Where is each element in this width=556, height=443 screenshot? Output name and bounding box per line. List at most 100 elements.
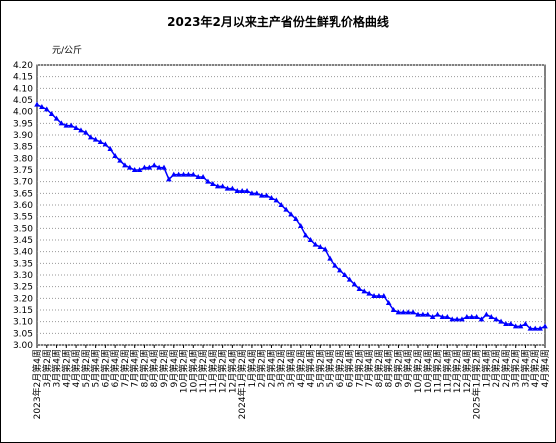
x-tick-label: 10月第4周 bbox=[422, 349, 434, 393]
x-tick-label: 5月第4周 bbox=[324, 349, 336, 387]
x-tick-label: 4月第4周 bbox=[539, 349, 551, 387]
marker bbox=[537, 325, 543, 331]
marker bbox=[39, 104, 45, 109]
marker bbox=[351, 281, 358, 287]
marker bbox=[508, 321, 514, 326]
chart-title: 2023年2月以来主产省份生鲜乳价格曲线 bbox=[167, 14, 389, 29]
x-tick-label: 4月第2周 bbox=[60, 349, 72, 387]
x-tick-label: 8月第4周 bbox=[148, 349, 160, 387]
x-tick-label: 12月第2周 bbox=[217, 349, 229, 393]
marker bbox=[136, 167, 143, 172]
marker bbox=[498, 318, 504, 324]
marker bbox=[180, 171, 187, 177]
marker bbox=[263, 192, 270, 198]
x-tick-label: 11月第4周 bbox=[441, 349, 453, 393]
x-tick-label: 10月第2周 bbox=[412, 349, 424, 393]
marker bbox=[244, 188, 250, 193]
marker bbox=[346, 276, 353, 282]
marker bbox=[322, 246, 328, 252]
marker bbox=[361, 288, 368, 294]
x-tick-label: 3月第4周 bbox=[285, 349, 297, 387]
x-tick-label: 5月第2周 bbox=[80, 349, 92, 387]
y-tick-label: 4.00 bbox=[13, 108, 33, 118]
y-tick-label: 3.60 bbox=[13, 201, 33, 211]
marker bbox=[478, 316, 485, 322]
y-tick-label: 3.90 bbox=[13, 131, 33, 141]
marker bbox=[53, 115, 60, 121]
y-tick-label: 3.95 bbox=[13, 119, 33, 129]
x-tick-label: 8月第4周 bbox=[383, 349, 395, 387]
marker bbox=[34, 101, 40, 107]
marker bbox=[224, 185, 231, 191]
y-tick-label: 4.05 bbox=[13, 96, 33, 106]
y-tick-label: 3.35 bbox=[13, 259, 33, 269]
x-tick-label: 2024年1月第2周 bbox=[236, 349, 248, 419]
y-tick-label: 3.05 bbox=[13, 329, 33, 339]
x-tick-label: 9月第4周 bbox=[402, 349, 414, 387]
marker bbox=[48, 111, 55, 116]
x-tick-label: 6月第4周 bbox=[344, 349, 356, 387]
marker bbox=[293, 216, 299, 221]
marker bbox=[214, 183, 221, 189]
marker bbox=[356, 286, 363, 291]
marker bbox=[234, 188, 241, 193]
x-tick-label: 12月第4周 bbox=[226, 349, 238, 393]
marker bbox=[278, 202, 285, 207]
marker bbox=[302, 232, 309, 238]
y-tick-label: 3.50 bbox=[13, 224, 33, 234]
marker bbox=[420, 311, 426, 317]
x-tick-label: 3月第4周 bbox=[519, 349, 531, 387]
x-tick-label: 2025年1月第2周 bbox=[471, 349, 483, 419]
marker bbox=[337, 267, 343, 273]
marker bbox=[97, 139, 104, 144]
marker bbox=[473, 314, 480, 319]
y-tick-label: 4.20 bbox=[13, 61, 33, 71]
x-tick-label: 7月第2周 bbox=[119, 349, 131, 387]
x-tick-label: 3月第2周 bbox=[275, 349, 287, 387]
x-tick-label: 1月第4周 bbox=[246, 349, 258, 387]
y-tick-label: 3.85 bbox=[13, 143, 33, 153]
marker bbox=[454, 316, 460, 322]
y-tick-label: 4.15 bbox=[13, 73, 33, 83]
x-tick-label: 10月第2周 bbox=[178, 349, 190, 393]
y-tick-label: 3.40 bbox=[13, 248, 33, 258]
x-tick-label: 3月第4周 bbox=[51, 349, 63, 387]
marker bbox=[483, 311, 490, 317]
marker bbox=[78, 127, 84, 133]
marker bbox=[73, 125, 79, 130]
marker bbox=[532, 325, 539, 331]
x-tick-label: 3月第2周 bbox=[510, 349, 522, 387]
marker bbox=[141, 164, 148, 170]
marker bbox=[400, 309, 407, 315]
marker bbox=[92, 136, 99, 142]
marker bbox=[327, 255, 333, 261]
marker bbox=[376, 293, 382, 298]
marker bbox=[122, 162, 128, 168]
marker bbox=[371, 293, 377, 298]
marker bbox=[517, 323, 524, 329]
x-tick-label: 4月第4周 bbox=[70, 349, 82, 387]
marker bbox=[512, 323, 519, 329]
x-tick-label: 9月第4周 bbox=[168, 349, 180, 387]
marker bbox=[43, 106, 50, 112]
marker bbox=[424, 311, 431, 317]
marker bbox=[410, 309, 416, 315]
x-tick-label: 12月第2周 bbox=[451, 349, 463, 393]
marker bbox=[527, 325, 534, 331]
x-tick-label: 4月第2周 bbox=[295, 349, 307, 387]
marker bbox=[58, 120, 65, 126]
x-tick-label: 2月第2周 bbox=[256, 349, 268, 387]
x-tick-label: 8月第2周 bbox=[373, 349, 385, 387]
marker bbox=[283, 206, 289, 212]
marker bbox=[200, 174, 206, 179]
marker bbox=[488, 314, 495, 319]
x-tick-label: 10月第4周 bbox=[187, 349, 199, 393]
marker bbox=[102, 141, 109, 147]
x-tick-label: 2023年2月第4周 bbox=[31, 349, 43, 419]
marker bbox=[381, 293, 387, 298]
marker bbox=[405, 309, 412, 315]
marker bbox=[170, 171, 177, 177]
marker bbox=[415, 311, 421, 317]
marker bbox=[385, 300, 392, 305]
marker bbox=[312, 241, 319, 247]
